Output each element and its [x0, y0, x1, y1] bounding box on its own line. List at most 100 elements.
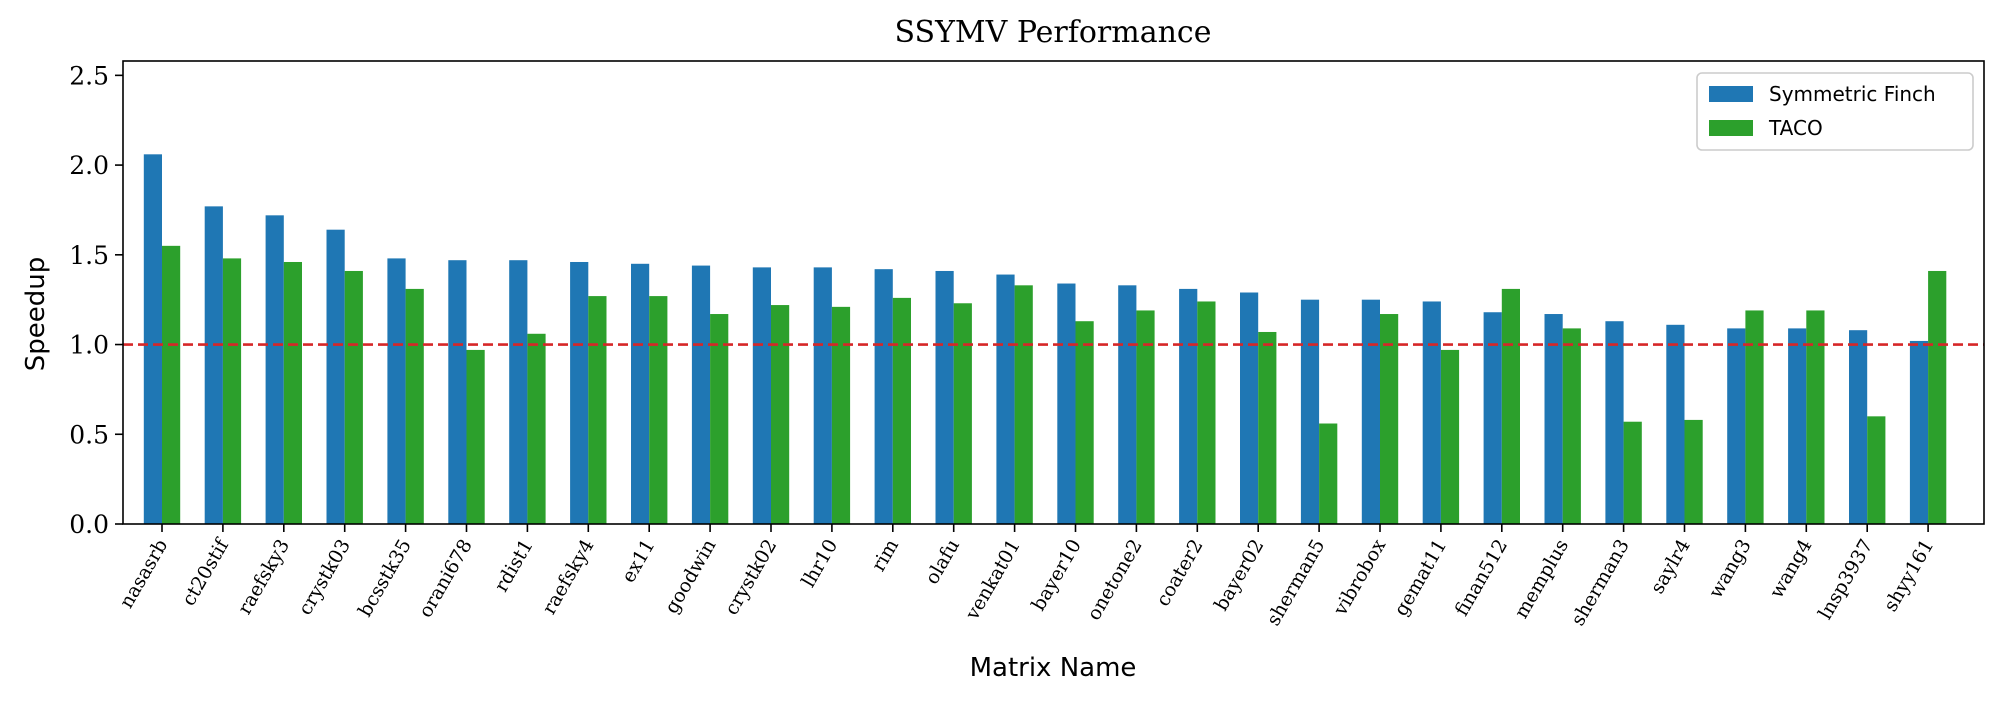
legend-swatch-symmetric-finch [1709, 86, 1753, 102]
y-tick-label: 0.5 [69, 420, 109, 449]
bar-taco-raefsky3 [283, 261, 302, 524]
bar-symmetric-finch-wang4 [1788, 328, 1807, 524]
bar-taco-onetone2 [1136, 310, 1155, 524]
x-tick-label-ct20stif: ct20stif [178, 534, 235, 610]
bar-symmetric-finch-olafu [935, 270, 954, 524]
plot-frame [122, 60, 1985, 525]
bar-taco-bcsstk35 [405, 288, 424, 524]
bar-symmetric-finch-lnsp3937 [1849, 330, 1868, 524]
bar-taco-sherman3 [1623, 421, 1642, 524]
bar-symmetric-finch-sherman3 [1605, 321, 1624, 524]
bar-taco-crystk03 [344, 270, 363, 524]
bar-symmetric-finch-gemat11 [1422, 301, 1441, 524]
bar-taco-finan512 [1501, 288, 1520, 524]
x-tick-label-lnsp3937: lnsp3937 [1814, 536, 1877, 624]
bar-symmetric-finch-sherman5 [1300, 299, 1320, 524]
x-tick-label-sherman3: sherman3 [1567, 536, 1634, 630]
bar-taco-raefsky4 [588, 296, 607, 524]
x-tick-label-nasasrb: nasasrb [115, 536, 172, 613]
x-tick-label-gemat11: gemat11 [1390, 536, 1451, 620]
chart-title: SSYMV Performance [895, 15, 1212, 50]
bar-symmetric-finch-saylr4 [1666, 324, 1685, 524]
x-tick-label-coater2: coater2 [1152, 536, 1208, 611]
x-tick-label-sherman5: sherman5 [1262, 536, 1329, 630]
x-tick-label-rim: rim [867, 536, 903, 576]
y-axis-label: Speedup [21, 257, 51, 372]
x-tick-label-ex11: ex11 [617, 536, 659, 587]
bar-taco-vibrobox [1380, 314, 1399, 524]
bar-symmetric-finch-bayer02 [1240, 292, 1259, 524]
x-tick-label-olafu: olafu [921, 536, 964, 589]
bar-taco-rim [892, 297, 911, 524]
bar-symmetric-finch-coater2 [1179, 288, 1198, 524]
x-axis: nasasrb ct20stif raefsky3 crystk03 bcsstk35o… [115, 524, 1938, 630]
bar-symmetric-finch-rdist1 [509, 260, 528, 524]
bar-symmetric-finch-bayer10 [1057, 283, 1076, 524]
bar-taco-goodwin [710, 314, 729, 524]
x-tick-label-wang3: wang3 [1705, 536, 1756, 603]
bar-symmetric-finch-venkat01 [996, 274, 1015, 524]
y-tick-label: 1.5 [69, 241, 109, 270]
y-axis: 0.0 0.5 1.0 1.5 2.0 2.5 [69, 61, 123, 539]
x-axis-label: Matrix Name [970, 653, 1137, 683]
bar-taco-gemat11 [1440, 349, 1460, 524]
bar-taco-wang3 [1745, 310, 1764, 524]
x-tick-label-shyy161: shyy161 [1880, 536, 1939, 616]
bar-symmetric-finch-raefsky3 [265, 215, 284, 524]
legend-label-symmetric-finch: Symmetric Finch [1769, 82, 1936, 106]
y-tick-label: 2.5 [69, 61, 109, 90]
bar-taco-wang4 [1806, 310, 1825, 524]
bar-symmetric-finch-bcsstk35 [387, 258, 406, 524]
bar-taco-lhr10 [831, 306, 851, 524]
x-tick-label-crystk02: crystk02 [721, 536, 782, 619]
x-tick-label-bayer02: bayer02 [1210, 536, 1268, 615]
bar-taco-nasasrb [162, 245, 181, 524]
legend: Symmetric Finch TACO [1696, 72, 1974, 151]
x-tick-label-wang4: wang4 [1766, 536, 1817, 603]
bar-taco-ct20stif [222, 258, 242, 524]
x-tick-label-onetone2: onetone2 [1083, 536, 1147, 625]
legend-box [1696, 72, 1974, 151]
bar-taco-ex11 [649, 296, 668, 524]
x-tick-label-finan512: finan512 [1451, 536, 1512, 620]
x-tick-label-goodwin: goodwin [660, 536, 720, 618]
x-tick-label-lhr10: lhr10 [797, 536, 842, 592]
bar-taco-orani678 [466, 349, 485, 524]
x-tick-label-memplus: memplus [1510, 536, 1573, 623]
x-tick-label-raefsky4: raefsky4 [538, 536, 598, 619]
x-tick-label-bcsstk35: bcsstk35 [354, 536, 416, 621]
bar-symmetric-finch-ex11 [631, 263, 650, 524]
x-tick-label-saylr4: saylr4 [1646, 536, 1695, 598]
x-tick-label-crystk03: crystk03 [294, 536, 355, 619]
bar-taco-shyy161 [1928, 270, 1947, 524]
bar-symmetric-finch-memplus [1544, 314, 1563, 524]
bar-taco-memplus [1562, 328, 1581, 524]
bar-taco-coater2 [1197, 301, 1216, 524]
x-tick-label-rdist1: rdist1 [490, 536, 537, 596]
bar-taco-bayer02 [1258, 331, 1277, 524]
y-tick-label: 1.0 [69, 331, 109, 360]
legend-label-taco: TACO [1768, 116, 1823, 140]
bar-symmetric-finch-shyy161 [1909, 340, 1929, 524]
plot-area [122, 60, 1985, 525]
bar-symmetric-finch-ct20stif [204, 206, 223, 525]
bar-taco-olafu [953, 303, 972, 524]
bar-taco-sherman5 [1319, 423, 1338, 524]
bar-symmetric-finch-raefsky4 [570, 261, 589, 524]
bar-symmetric-finch-finan512 [1483, 312, 1502, 524]
bar-symmetric-finch-crystk03 [326, 229, 345, 524]
x-tick-label-orani678: orani678 [415, 536, 477, 622]
x-tick-label-venkat01: venkat01 [961, 536, 1025, 625]
bar-symmetric-finch-goodwin [691, 265, 711, 524]
y-tick-label: 0.0 [69, 510, 109, 539]
bar-symmetric-finch-lhr10 [813, 267, 832, 524]
bar-symmetric-finch-orani678 [448, 260, 467, 524]
bar-taco-rdist1 [527, 333, 546, 524]
bar-taco-saylr4 [1684, 419, 1703, 524]
bar-symmetric-finch-vibrobox [1361, 299, 1380, 524]
bar-symmetric-finch-nasasrb [143, 154, 162, 524]
bar-symmetric-finch-crystk02 [752, 267, 771, 524]
bar-symmetric-finch-onetone2 [1118, 285, 1137, 524]
y-tick-label: 2.0 [69, 151, 109, 180]
